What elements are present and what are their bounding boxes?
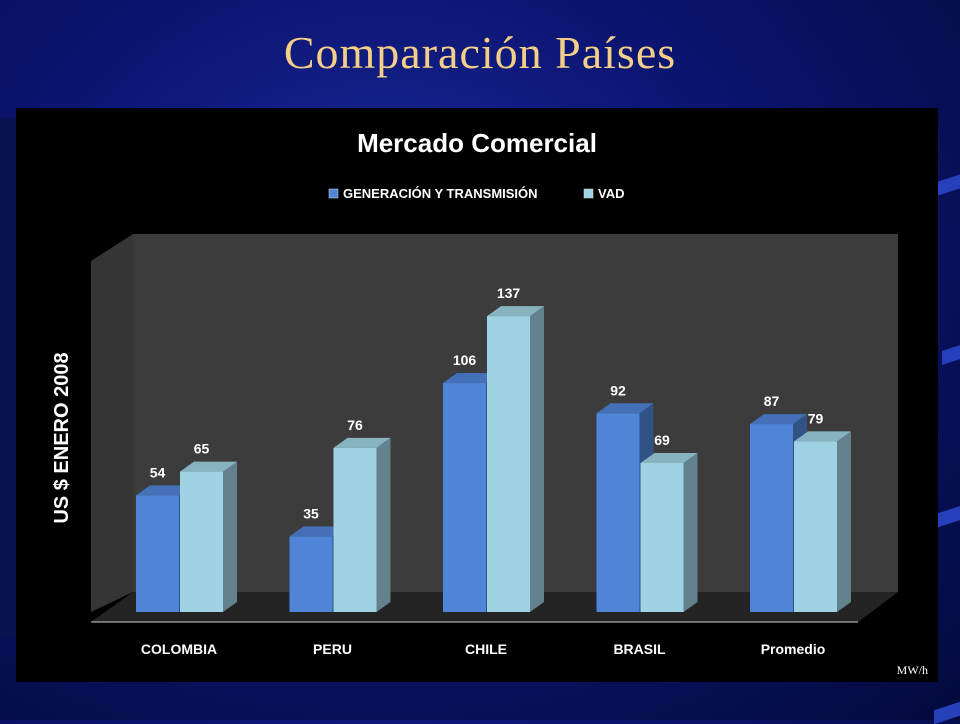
bar <box>180 471 223 612</box>
bar-top <box>180 461 237 472</box>
bar <box>136 495 179 612</box>
bar-side <box>837 431 851 612</box>
data-label: 92 <box>610 382 626 398</box>
bar-top <box>136 485 193 496</box>
slide-title: Comparación Países <box>283 27 677 78</box>
bar-side <box>530 306 544 612</box>
bar-top <box>333 437 391 448</box>
bar-side <box>683 452 698 612</box>
bar-top <box>794 431 851 442</box>
bar-top <box>750 414 807 425</box>
bar <box>596 413 640 612</box>
bar-top <box>596 403 654 414</box>
unit-note: MW/h <box>896 663 928 677</box>
chart-title: Mercado Comercial <box>357 128 597 158</box>
category-label: BRASIL <box>613 641 666 657</box>
bar-side <box>376 437 391 612</box>
legend-label: VAD <box>598 186 624 201</box>
plot-side-wall <box>91 234 133 612</box>
bar <box>794 441 837 612</box>
data-label: 65 <box>194 441 210 457</box>
bar-top <box>289 526 347 537</box>
legend-swatch <box>328 188 339 199</box>
left-decor-strip <box>0 118 18 638</box>
bar-side <box>223 461 237 612</box>
category-label: COLOMBIA <box>141 641 217 657</box>
data-label: 76 <box>347 417 363 433</box>
data-label: 87 <box>764 393 780 409</box>
bar-top <box>443 373 500 384</box>
data-label: 69 <box>654 432 670 448</box>
y-axis-label: US $ ENERO 2008 <box>51 352 73 523</box>
legend-label: GENERACIÓN Y TRANSMISIÓN <box>343 186 538 201</box>
bar <box>443 383 486 612</box>
data-label: 79 <box>808 410 824 426</box>
legend-swatch <box>583 188 594 199</box>
data-label: 54 <box>150 464 166 480</box>
data-label: 35 <box>303 505 319 521</box>
category-label: PERU <box>313 641 352 657</box>
bar <box>640 462 684 612</box>
bar-chart: Mercado Comercial GENERACIÓN Y TRANSMISIÓ… <box>51 128 898 657</box>
category-label: CHILE <box>465 641 507 657</box>
bar-top <box>640 452 698 463</box>
category-label: Promedio <box>761 641 826 657</box>
bar <box>333 447 377 612</box>
bar <box>487 316 530 612</box>
chart-panel: Mercado Comercial GENERACIÓN Y TRANSMISIÓ… <box>16 108 938 682</box>
data-label: 106 <box>453 352 477 368</box>
bar <box>750 424 793 612</box>
bar <box>289 536 333 612</box>
bar-top <box>487 306 544 317</box>
data-label: 137 <box>497 285 521 301</box>
